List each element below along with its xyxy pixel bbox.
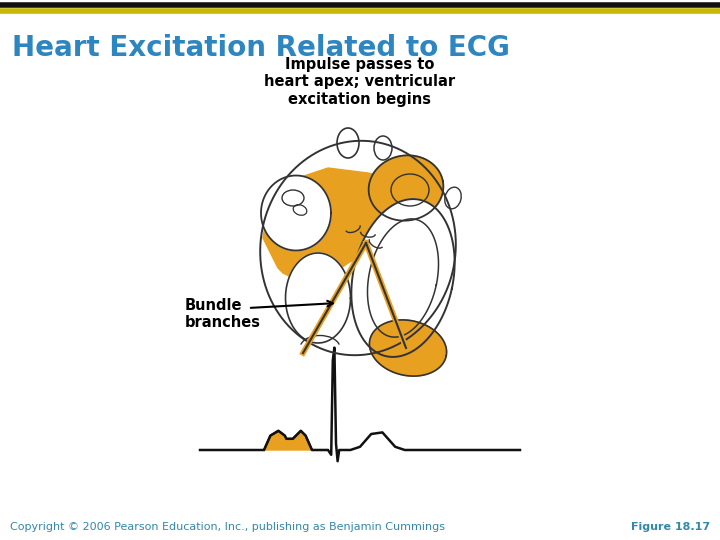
Polygon shape (369, 320, 446, 376)
Polygon shape (260, 141, 456, 355)
Text: Figure 18.17: Figure 18.17 (631, 522, 710, 532)
Ellipse shape (282, 190, 304, 206)
Ellipse shape (337, 128, 359, 158)
Ellipse shape (293, 205, 307, 215)
Text: Copyright © 2006 Pearson Education, Inc., publishing as Benjamin Cummings: Copyright © 2006 Pearson Education, Inc.… (10, 522, 445, 532)
Polygon shape (264, 431, 328, 450)
Polygon shape (369, 156, 444, 221)
Text: Impulse passes to
heart apex; ventricular
excitation begins: Impulse passes to heart apex; ventricula… (264, 57, 456, 107)
Polygon shape (351, 199, 454, 357)
Ellipse shape (445, 187, 462, 209)
Polygon shape (261, 176, 331, 251)
Ellipse shape (391, 174, 429, 206)
Polygon shape (263, 168, 418, 283)
Polygon shape (286, 253, 351, 343)
Text: Bundle
branches: Bundle branches (185, 298, 261, 330)
Text: Heart Excitation Related to ECG: Heart Excitation Related to ECG (12, 34, 510, 62)
Ellipse shape (374, 136, 392, 160)
